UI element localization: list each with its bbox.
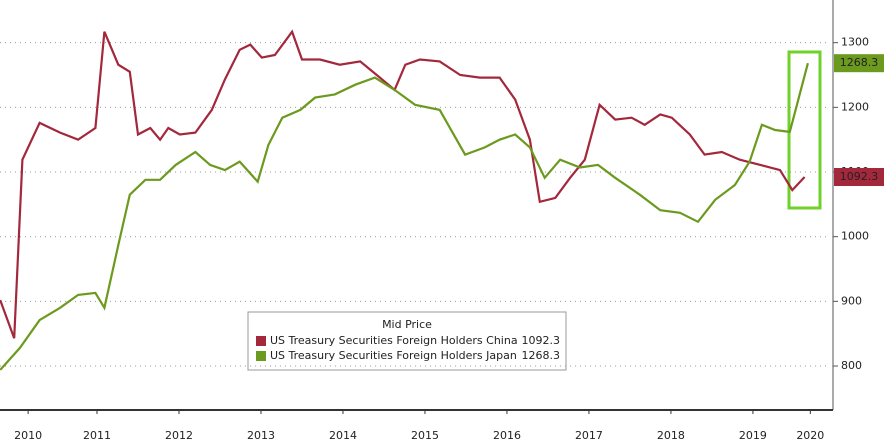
x-tick-label: 2010	[14, 429, 42, 442]
legend-swatch	[256, 351, 266, 361]
legend-label: US Treasury Securities Foreign Holders C…	[270, 334, 518, 347]
end-label: 1268.3	[840, 56, 879, 69]
end-label: 1092.3	[840, 170, 879, 183]
legend-value: 1092.3	[522, 334, 561, 347]
x-tick-label: 2020	[796, 429, 824, 442]
legend-title: Mid Price	[382, 318, 432, 331]
series-line	[0, 62, 809, 371]
y-tick-label: 1200	[841, 100, 869, 113]
x-tick-label: 2012	[165, 429, 193, 442]
y-tick-label: 1300	[841, 36, 869, 49]
legend	[247, 311, 567, 371]
legend-swatch	[256, 336, 266, 346]
x-tick-label: 2011	[83, 429, 111, 442]
x-tick-label: 2019	[739, 429, 767, 442]
end-label-box	[834, 167, 884, 186]
x-tick-label: 2018	[657, 429, 685, 442]
y-tick-label: 800	[841, 359, 862, 372]
end-label-box	[834, 54, 884, 73]
y-tick-label: 1000	[841, 230, 869, 243]
highlight-box	[787, 50, 822, 210]
y-tick-label: 900	[841, 294, 862, 307]
series-line	[0, 29, 806, 339]
legend-label: US Treasury Securities Foreign Holders J…	[270, 349, 517, 362]
x-tick-label: 2013	[247, 429, 275, 442]
legend-value: 1268.3	[522, 349, 561, 362]
x-tick-label: 2016	[493, 429, 521, 442]
x-tick-label: 2014	[329, 429, 357, 442]
x-tick-label: 2017	[575, 429, 603, 442]
x-tick-label: 2015	[411, 429, 439, 442]
